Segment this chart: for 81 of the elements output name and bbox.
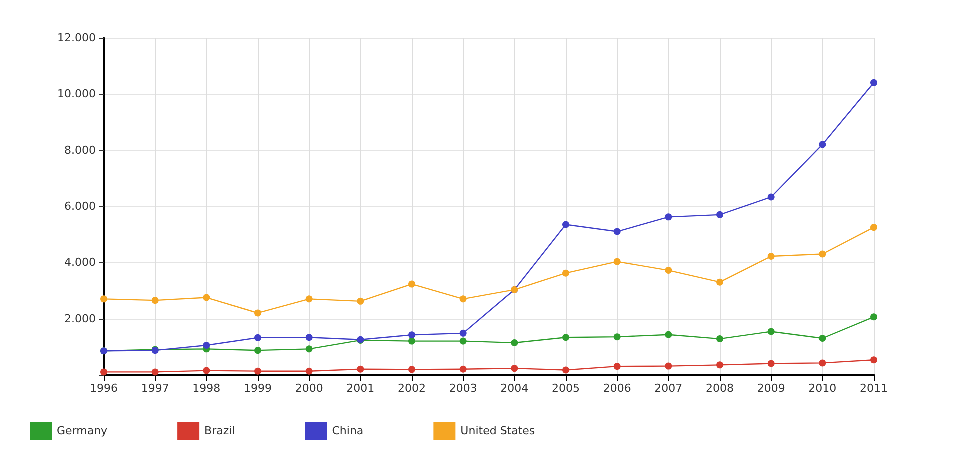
x-tick-label: 2009 xyxy=(757,382,786,395)
legend-label: Brazil xyxy=(204,424,236,438)
y-tick-label: 6.000 xyxy=(64,200,96,213)
point xyxy=(819,360,826,367)
point xyxy=(306,296,313,303)
point xyxy=(819,141,826,148)
point xyxy=(716,278,724,286)
point xyxy=(254,347,262,354)
y-tick-label: 10.000 xyxy=(58,88,96,101)
x-tick-label: 2006 xyxy=(603,382,632,395)
point xyxy=(511,339,518,346)
point xyxy=(819,334,826,342)
x-tick-label: 2005 xyxy=(552,382,580,395)
point xyxy=(254,310,262,317)
point xyxy=(408,366,416,374)
point xyxy=(254,334,262,342)
point xyxy=(460,296,467,303)
point xyxy=(819,250,826,258)
x-tick-label: 1996 xyxy=(90,382,118,395)
x-tick-label: 2011 xyxy=(860,382,888,395)
point xyxy=(357,298,364,305)
x-tick-label: 2007 xyxy=(654,382,683,395)
y-tick-label: 4.000 xyxy=(64,256,96,270)
x-tick-label: 1999 xyxy=(244,382,272,395)
point xyxy=(870,356,878,364)
x-tick-label: 2002 xyxy=(398,382,426,395)
x-tick-label: 2000 xyxy=(295,382,324,395)
legend-label: China xyxy=(332,424,364,438)
point xyxy=(562,334,570,342)
point xyxy=(870,314,878,321)
legend-label: United States xyxy=(460,424,536,438)
point xyxy=(460,366,467,373)
point xyxy=(100,368,108,376)
x-tick-label: 2003 xyxy=(449,382,478,395)
point xyxy=(665,267,672,274)
x-tick-label: 2010 xyxy=(808,382,837,395)
point xyxy=(768,360,775,368)
point xyxy=(768,328,775,336)
point xyxy=(152,368,159,376)
point xyxy=(203,294,210,302)
point xyxy=(562,270,570,277)
x-tick-label: 1998 xyxy=(192,382,221,395)
legend-label: Germany xyxy=(57,424,108,438)
point xyxy=(460,338,467,345)
point xyxy=(665,214,672,221)
point xyxy=(100,296,108,303)
point xyxy=(152,297,159,304)
point xyxy=(306,334,313,342)
point xyxy=(870,224,878,232)
y-tick-label: 2.000 xyxy=(64,312,96,326)
x-tick-label: 2001 xyxy=(346,382,375,395)
y-tick-label: 12.000 xyxy=(58,32,96,44)
point xyxy=(614,258,621,266)
point xyxy=(408,332,416,339)
point xyxy=(665,362,672,370)
point xyxy=(665,331,672,338)
point xyxy=(562,221,570,228)
point xyxy=(716,211,724,218)
point xyxy=(614,334,621,341)
point xyxy=(716,336,724,343)
point xyxy=(614,228,621,236)
x-tick-label: 2004 xyxy=(500,382,529,395)
point xyxy=(203,367,210,374)
point xyxy=(306,346,313,353)
x-tick-label: 2008 xyxy=(706,382,734,395)
y-tick-label: 8.000 xyxy=(64,144,96,157)
point xyxy=(306,368,313,375)
point xyxy=(511,365,518,372)
point xyxy=(460,330,467,337)
point xyxy=(768,252,775,260)
point xyxy=(614,363,621,370)
point xyxy=(254,368,262,375)
point xyxy=(716,362,724,369)
point xyxy=(870,79,878,86)
x-tick-label: 1997 xyxy=(141,382,170,395)
point xyxy=(203,342,210,350)
point xyxy=(768,194,775,201)
point xyxy=(408,280,416,288)
point xyxy=(408,338,416,345)
point xyxy=(357,366,364,373)
point xyxy=(562,366,570,374)
